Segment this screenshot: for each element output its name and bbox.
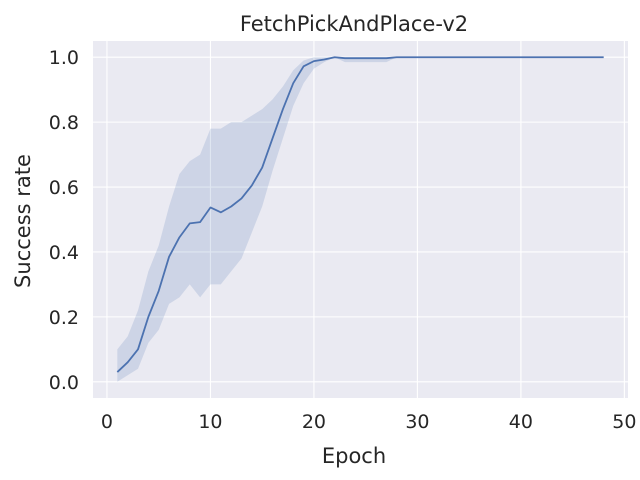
x-tick-label: 30 xyxy=(405,411,429,433)
x-tick-label: 50 xyxy=(612,411,636,433)
confidence-band xyxy=(117,57,604,382)
x-tick-label: 10 xyxy=(198,411,222,433)
x-axis-label: Epoch xyxy=(322,444,386,468)
chart-title: FetchPickAndPlace-v2 xyxy=(240,12,468,36)
y-tick-label: 0.0 xyxy=(49,372,79,394)
y-tick-label: 0.8 xyxy=(49,112,79,134)
y-tick-label: 0.2 xyxy=(49,307,79,329)
x-tick-label: 20 xyxy=(302,411,326,433)
y-tick-label: 1.0 xyxy=(49,47,79,69)
y-axis-label: Success rate xyxy=(11,154,35,288)
x-tick-labels: 0 10 20 30 40 50 xyxy=(101,411,637,433)
y-tick-label: 0.6 xyxy=(49,177,79,199)
plot-background xyxy=(93,41,628,398)
x-tick-label: 0 xyxy=(101,411,113,433)
x-gridlines xyxy=(106,41,625,398)
y-tick-labels: 0.0 0.2 0.4 0.6 0.8 1.0 xyxy=(49,47,79,394)
series-line xyxy=(116,56,604,373)
y-tick-label: 0.4 xyxy=(49,242,79,264)
x-tick-label: 40 xyxy=(509,411,533,433)
